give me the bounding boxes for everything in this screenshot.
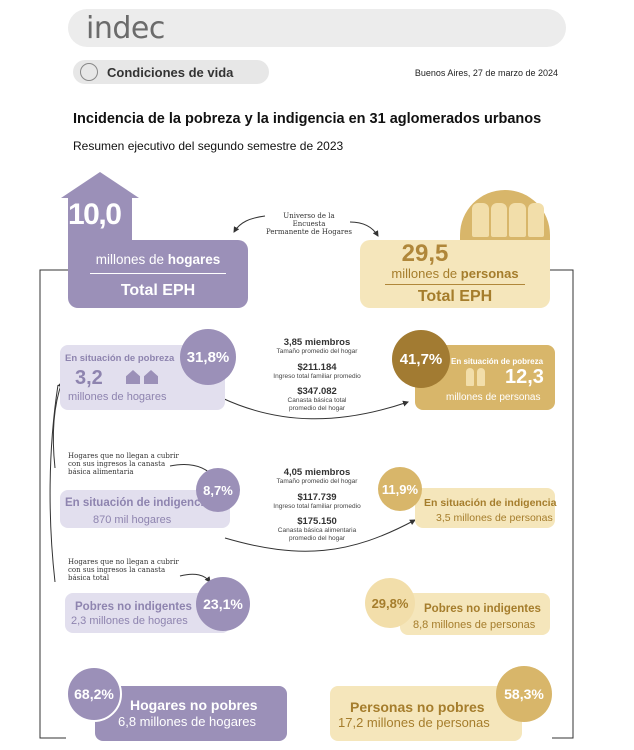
poverty-income: $211.184	[297, 361, 337, 373]
households-total-label: Total EPH	[120, 282, 196, 299]
houses-icon	[126, 370, 160, 386]
households-non-indigent-value: 2,3 millones de hogares	[71, 615, 188, 627]
persons-total-value: 29,5	[401, 240, 449, 267]
page-title: Incidencia de la pobreza y la indigencia…	[73, 111, 542, 127]
households-poverty-value: 3,2	[75, 367, 103, 389]
households-indigence-value: 870 mil hogares	[93, 514, 172, 526]
households-indigence-pct: 8,7%	[196, 468, 240, 512]
households-indigence-label: En situación de indigencia	[65, 497, 211, 509]
persons-icon	[472, 203, 544, 237]
universe-note: Universo de la Encuesta Permanente de Ho…	[266, 212, 352, 236]
section-label: Condiciones de vida	[107, 65, 234, 80]
indigence-basket: $175.150	[297, 516, 337, 527]
persons-non-indigent-label: Pobres no indigentes	[424, 603, 541, 615]
persons-total-unit: millones de personas	[391, 266, 519, 281]
households-total-unit: millones de hogares	[95, 252, 221, 267]
indigence-income: $117.739	[297, 491, 337, 503]
note-poverty: Hogares que no llegan a cubrir con sus i…	[68, 558, 179, 582]
persons-indigence-pct: 11,9%	[378, 467, 422, 511]
universe-line1: Universo de la Encuesta	[283, 212, 335, 228]
persons-non-poor-label: Personas no pobres	[350, 699, 485, 715]
persons-non-indigent-card	[400, 593, 550, 635]
poverty-members: 3,85 miembros	[283, 337, 351, 348]
publication-date: Buenos Aires, 27 de marzo de 2024	[414, 68, 558, 78]
indigence-basket-label1: Canasta básica alimentaria	[277, 527, 357, 534]
note-indigence: Hogares que no llegan a cubrir con sus i…	[68, 452, 179, 476]
persons-indigence-card	[415, 488, 555, 528]
persons-non-indigent-pct: 29,8%	[365, 578, 415, 628]
indigence-members-label: Tamaño promedio del hogar	[276, 478, 358, 485]
poverty-income-label: Ingreso total familiar promedio	[273, 372, 361, 380]
persons-indigence-value: 3,5 millones de personas	[436, 512, 553, 524]
households-total-value: 10,0	[68, 198, 122, 231]
poverty-members-label: Tamaño promedio del hogar	[276, 348, 358, 355]
divider	[90, 273, 226, 274]
indigence-household-info: 4,05 miembros Tamaño promedio del hogar …	[258, 467, 376, 542]
persons-poverty-pct: 41,7%	[392, 330, 450, 388]
page-subtitle: Resumen ejecutivo del segundo semestre d…	[73, 139, 344, 153]
poverty-basket-label2: promedio del hogar	[288, 404, 345, 412]
house-shape	[68, 196, 132, 242]
households-poverty-label: En situación de pobreza	[65, 353, 175, 364]
indec-logo: indec	[86, 11, 165, 46]
households-non-poor-pct: 68,2%	[66, 666, 122, 722]
universe-line2: Permanente de Hogares	[266, 228, 352, 236]
persons-non-poor-pct: 58,3%	[496, 666, 552, 722]
poverty-household-info: 3,85 miembros Tamaño promedio del hogar …	[258, 337, 376, 412]
households-poverty-pct: 31,8%	[180, 329, 236, 385]
logo-bar	[68, 9, 566, 47]
indigence-members: 4,05 miembros	[283, 467, 351, 478]
section-pill	[73, 60, 269, 84]
households-non-poor-card	[95, 686, 287, 741]
households-non-indigent-pct: 23,1%	[196, 577, 250, 631]
poverty-basket-label1: Canasta básica total	[287, 397, 347, 404]
indigence-basket-label2: promedio del hogar	[288, 534, 345, 542]
poverty-basket: $347.082	[297, 386, 337, 397]
persons-poverty-unit: millones de personas	[446, 392, 541, 403]
persons-non-poor-value: 17,2 millones de personas	[338, 715, 490, 730]
house-roof	[61, 172, 139, 198]
households-poverty-unit: millones de hogares	[68, 391, 167, 403]
divider	[385, 284, 525, 285]
indigence-income-label: Ingreso total familiar promedio	[273, 502, 361, 510]
people-icon	[80, 63, 98, 81]
persons-total-card	[360, 240, 550, 308]
persons-icon	[466, 368, 488, 388]
persons-total-label: Total EPH	[417, 288, 493, 305]
households-non-indigent-label: Pobres no indigentes	[75, 601, 192, 613]
persons-non-indigent-value: 8,8 millones de personas	[413, 619, 536, 631]
persons-non-poor-card	[330, 686, 522, 741]
persons-indigence-label: En situación de indigencia	[424, 497, 557, 509]
households-non-poor-label: Hogares no pobres	[130, 697, 258, 713]
persons-poverty-value: 12,3	[505, 366, 544, 388]
households-non-poor-value: 6,8 millones de hogares	[118, 714, 257, 729]
persons-poverty-label: En situación de pobreza	[451, 357, 544, 366]
households-total-card	[68, 240, 248, 308]
